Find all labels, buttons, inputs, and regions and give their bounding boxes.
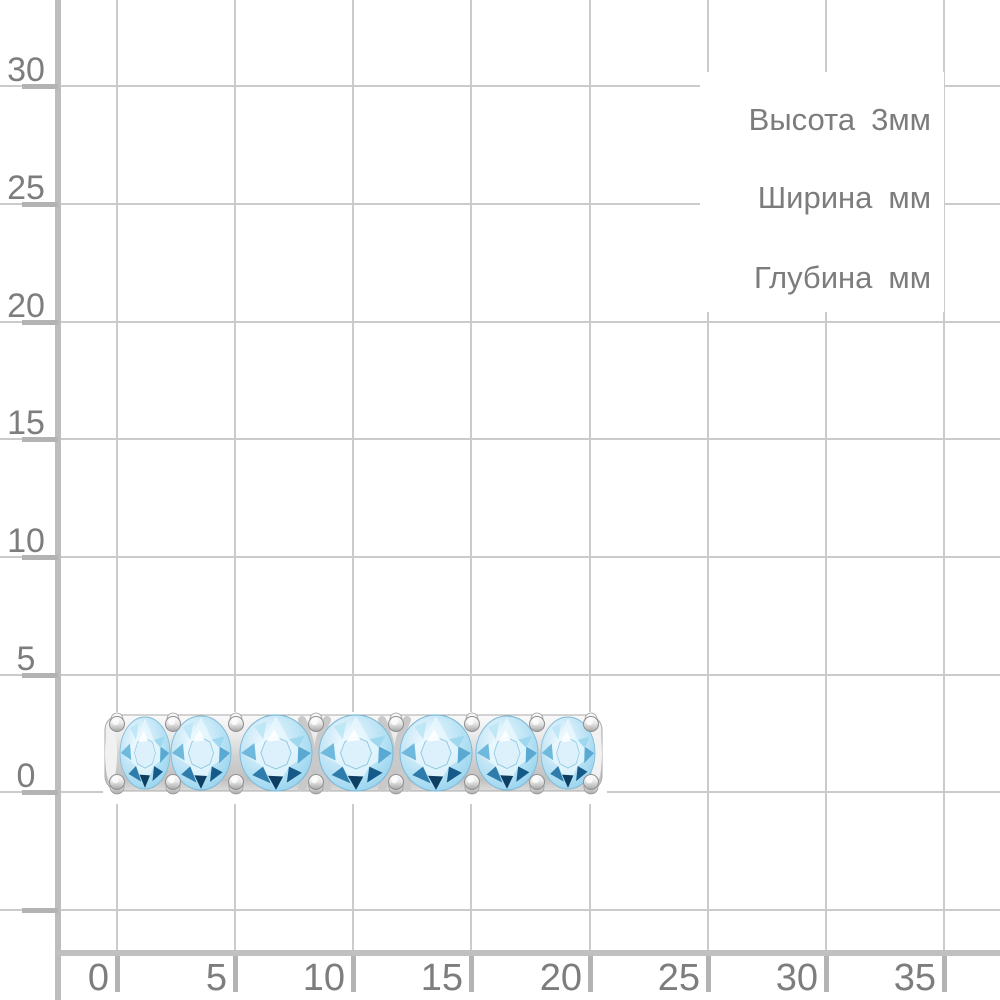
y-axis-tick-label: 30 <box>7 51 45 89</box>
gridline-horizontal <box>0 203 1000 205</box>
x-axis-tick-label: 25 <box>657 957 700 999</box>
gridline-vertical <box>943 0 945 950</box>
x-axis-tick <box>824 956 829 992</box>
dimension-annotation-line: Ширина мм <box>758 181 931 215</box>
gridline-vertical <box>470 0 472 950</box>
y-axis-tick-label: 0 <box>16 757 36 795</box>
gemstone-5 <box>400 715 472 791</box>
x-axis-tick <box>115 956 120 992</box>
x-axis-tick-label: 30 <box>775 957 818 999</box>
gridline-horizontal <box>0 321 1000 323</box>
dimension-value: мм <box>888 180 931 215</box>
gridline-horizontal <box>0 909 1000 911</box>
gemstone-6 <box>476 716 538 790</box>
dimension-label: Высота <box>748 102 856 137</box>
x-axis-tick <box>942 956 947 992</box>
dimension-value: мм <box>888 260 931 295</box>
y-axis-tick-label: 20 <box>7 287 45 325</box>
dimension-label: Ширина <box>757 180 873 215</box>
dimension-label: Глубина <box>753 260 873 295</box>
x-axis-tick <box>469 956 474 992</box>
x-axis-tick-label: 0 <box>87 957 109 999</box>
x-axis-tick <box>706 956 711 992</box>
y-axis-tick <box>22 320 58 325</box>
ring-band-left-end <box>105 723 117 783</box>
x-axis-tick-label: 10 <box>302 957 345 999</box>
ring-image <box>103 708 607 804</box>
y-axis-tick-label: 5 <box>16 640 36 678</box>
dimension-annotation-line: Высота 3мм <box>749 103 931 137</box>
y-axis-tick <box>22 790 58 795</box>
y-axis-tick-label: 25 <box>7 169 45 207</box>
x-axis-tick <box>233 956 238 992</box>
x-axis-tick-label: 5 <box>205 957 227 999</box>
gridline-vertical <box>234 0 236 950</box>
gridline-horizontal <box>0 438 1000 440</box>
gridline-vertical <box>825 0 827 950</box>
gridline-vertical <box>707 0 709 950</box>
y-axis-tick-label: 15 <box>7 404 45 442</box>
gridline-horizontal <box>0 556 1000 558</box>
dimension-annotations: Высота 3мм Ширина мм Глубина мм <box>700 72 944 312</box>
y-axis-tick <box>22 555 58 560</box>
y-axis-tick-label: 10 <box>7 522 45 560</box>
gridline-horizontal <box>0 85 1000 87</box>
gemstone-3 <box>240 715 312 791</box>
x-axis-tick <box>351 956 356 992</box>
y-axis-tick <box>22 84 58 89</box>
gemstone-4 <box>319 715 393 791</box>
x-axis-tick-label: 15 <box>420 957 463 999</box>
x-axis-tick <box>588 956 593 992</box>
dimension-annotation-line: Глубина мм <box>754 261 931 295</box>
dimension-value: 3мм <box>871 102 931 137</box>
gemstone-1 <box>120 717 170 789</box>
x-axis-tick-label: 20 <box>539 957 582 999</box>
y-axis-tick <box>22 673 58 678</box>
gridline-vertical <box>352 0 354 950</box>
gridline-horizontal <box>0 674 1000 676</box>
x-axis-line <box>55 950 1000 956</box>
y-axis-line <box>55 0 61 1000</box>
y-axis-tick <box>22 437 58 442</box>
gridline-vertical <box>116 0 118 950</box>
x-axis-tick-label: 35 <box>893 957 936 999</box>
ring-band-right-end <box>590 723 602 783</box>
gridline-vertical <box>589 0 591 950</box>
y-axis-tick <box>22 908 58 913</box>
y-axis-tick <box>22 202 58 207</box>
